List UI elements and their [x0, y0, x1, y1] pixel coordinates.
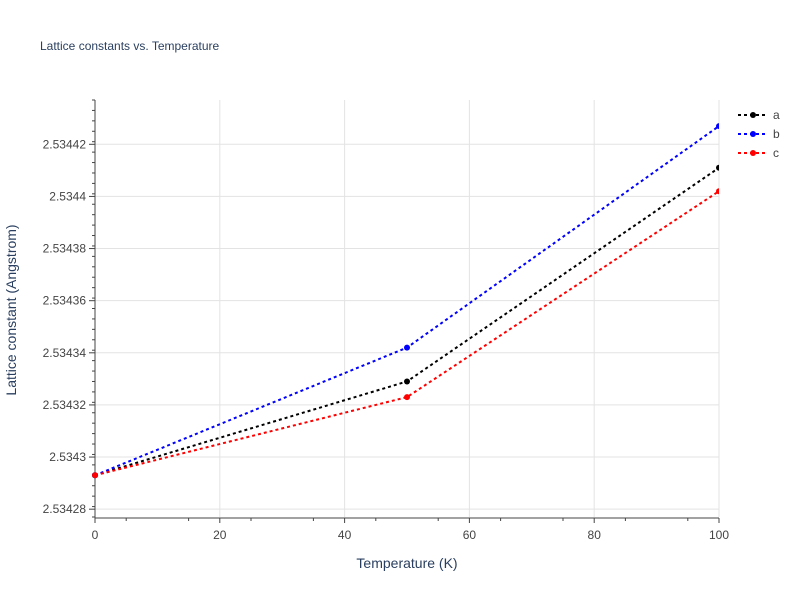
y-tick-label: 2.5344 [49, 189, 86, 203]
data-point-c [92, 472, 98, 479]
x-tick-label: 0 [92, 528, 99, 542]
y-tick-label: 2.53442 [43, 137, 87, 151]
x-tick-label: 100 [709, 528, 729, 542]
x-tick-label: 20 [213, 528, 227, 542]
data-point-a [716, 164, 719, 171]
chart-title: Lattice constants vs. Temperature [40, 39, 220, 53]
data-point-b [404, 344, 410, 351]
series-lines [92, 123, 719, 479]
x-tick-label: 80 [588, 528, 602, 542]
legend-marker-a[interactable] [750, 112, 756, 118]
x-tick-label: 60 [463, 528, 477, 542]
data-point-b [716, 123, 719, 130]
y-tick-label: 2.53428 [43, 502, 87, 516]
y-tick-label: 2.5343 [49, 450, 86, 464]
legend-label-c[interactable]: c [773, 146, 779, 160]
legend[interactable]: abc [738, 108, 780, 160]
y-tick-label: 2.53432 [43, 398, 87, 412]
y-axis-title: Lattice constant (Angstrom) [3, 224, 19, 395]
y-tick-label: 2.53436 [43, 294, 87, 308]
axes: 0 20 40 60 80 100 2.53428 2.5343 2.53432 2.53434 2… [43, 99, 729, 542]
data-point-c [716, 188, 719, 195]
legend-marker-b[interactable] [750, 131, 756, 137]
data-point-a [404, 378, 410, 385]
x-tick-label: 40 [338, 528, 352, 542]
legend-label-b[interactable]: b [773, 127, 780, 141]
legend-marker-c[interactable] [750, 150, 756, 156]
series-line-c [94, 190, 719, 477]
data-point-c [404, 394, 410, 401]
x-axis-title: Temperature (K) [356, 555, 457, 571]
legend-label-a[interactable]: a [773, 108, 780, 122]
y-tick-label: 2.53438 [43, 242, 87, 256]
y-tick-label: 2.53434 [43, 346, 87, 360]
grid-lines [95, 100, 720, 517]
